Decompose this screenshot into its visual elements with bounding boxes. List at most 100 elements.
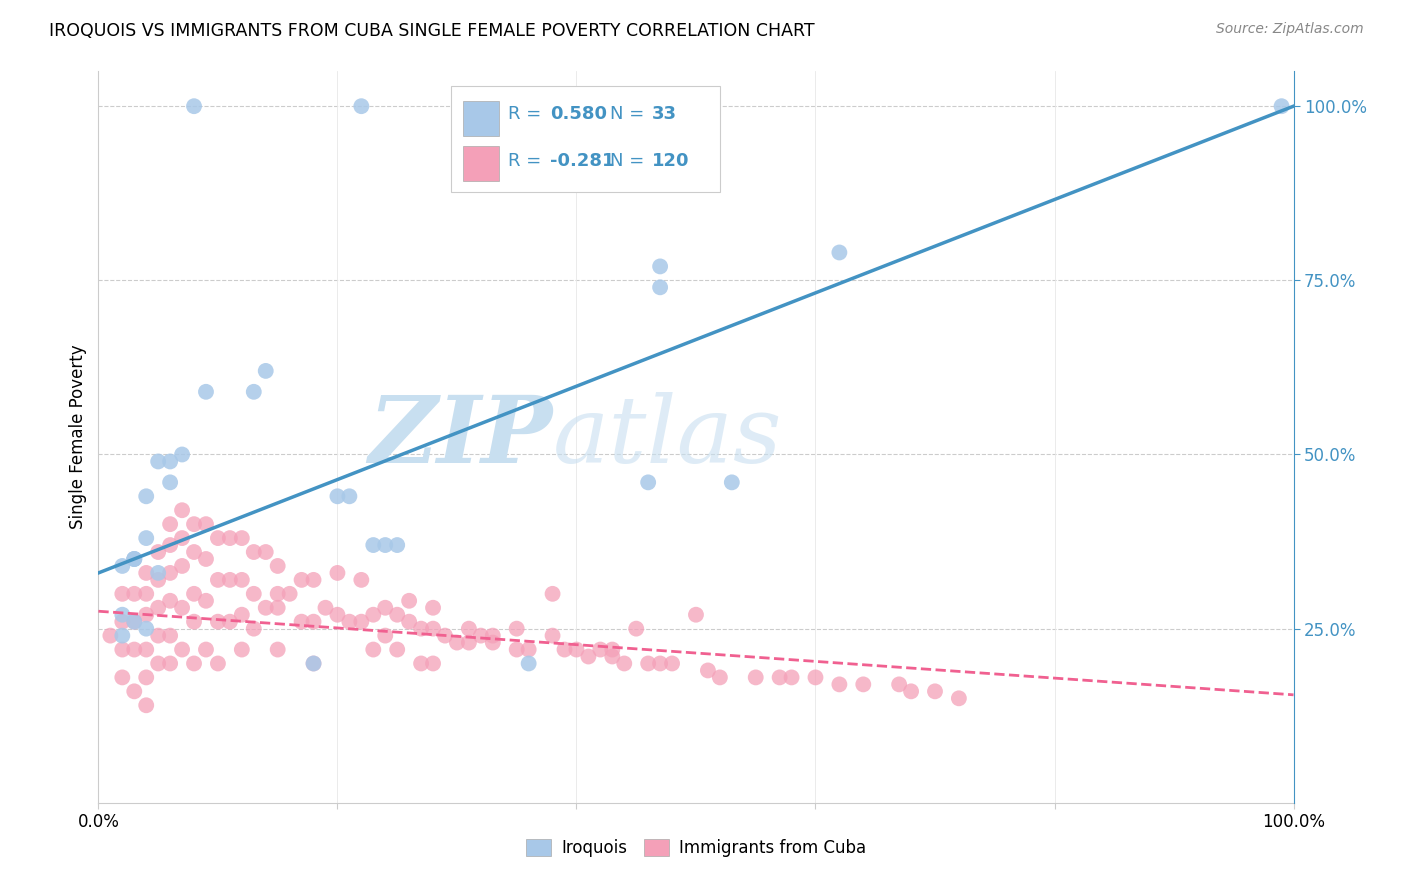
Text: N =: N = xyxy=(610,153,650,170)
Point xyxy=(183,657,205,671)
Point xyxy=(541,587,564,601)
Text: R =: R = xyxy=(509,105,547,123)
Point xyxy=(183,615,205,629)
Text: ZIP: ZIP xyxy=(368,392,553,482)
Point xyxy=(172,503,194,517)
Point xyxy=(243,384,266,399)
Text: 0.580: 0.580 xyxy=(550,105,607,123)
Point xyxy=(602,642,624,657)
Point xyxy=(458,635,481,649)
Point xyxy=(231,607,253,622)
Point xyxy=(648,260,672,274)
Text: 33: 33 xyxy=(652,105,676,123)
Point xyxy=(148,657,170,671)
Point xyxy=(398,594,420,608)
Point xyxy=(517,642,540,657)
Point xyxy=(278,587,301,601)
FancyBboxPatch shape xyxy=(451,86,720,192)
Point xyxy=(398,615,420,629)
Point xyxy=(350,615,373,629)
Point xyxy=(565,642,588,657)
Point xyxy=(721,475,744,490)
Point xyxy=(111,629,134,643)
Point xyxy=(172,600,194,615)
Text: R =: R = xyxy=(509,153,547,170)
Point xyxy=(195,517,218,532)
Point xyxy=(135,607,157,622)
Point xyxy=(135,489,157,503)
Point xyxy=(135,622,157,636)
Point xyxy=(243,545,266,559)
Point xyxy=(363,607,385,622)
Point xyxy=(159,594,181,608)
Point xyxy=(172,642,194,657)
Text: 120: 120 xyxy=(652,153,689,170)
Point xyxy=(124,552,146,566)
Point xyxy=(374,538,396,552)
Point xyxy=(219,573,242,587)
Point xyxy=(148,600,170,615)
Point xyxy=(159,517,181,532)
Point xyxy=(195,642,218,657)
Point xyxy=(339,615,361,629)
Point xyxy=(648,280,672,294)
Point xyxy=(446,635,468,649)
Point xyxy=(411,657,433,671)
Point xyxy=(243,587,266,601)
Point xyxy=(172,558,194,573)
Point xyxy=(578,649,600,664)
Point xyxy=(148,566,170,580)
Point xyxy=(626,622,648,636)
Point xyxy=(159,475,181,490)
Point xyxy=(124,615,146,629)
Point xyxy=(135,698,157,713)
Point xyxy=(458,622,481,636)
Point xyxy=(159,629,181,643)
Point xyxy=(254,600,277,615)
Legend: Iroquois, Immigrants from Cuba: Iroquois, Immigrants from Cuba xyxy=(519,832,873,864)
Text: -0.281: -0.281 xyxy=(550,153,614,170)
Point xyxy=(948,691,970,706)
Point xyxy=(374,629,396,643)
Point xyxy=(148,573,170,587)
Point xyxy=(124,587,146,601)
Point xyxy=(315,600,337,615)
Point xyxy=(219,531,242,545)
Point xyxy=(183,99,205,113)
Point xyxy=(159,566,181,580)
Point xyxy=(363,642,385,657)
Point xyxy=(745,670,768,684)
Point xyxy=(434,629,457,643)
Point xyxy=(207,657,229,671)
Point xyxy=(648,657,672,671)
Point xyxy=(231,531,253,545)
Point xyxy=(291,615,314,629)
Point xyxy=(697,664,720,678)
Point xyxy=(302,615,325,629)
Point xyxy=(385,642,409,657)
Point xyxy=(326,607,349,622)
Point xyxy=(363,538,385,552)
Point xyxy=(195,594,218,608)
Point xyxy=(135,566,157,580)
Point xyxy=(554,642,576,657)
Point xyxy=(267,642,290,657)
Point xyxy=(111,558,134,573)
Point xyxy=(124,642,146,657)
Point xyxy=(589,642,612,657)
Point xyxy=(135,531,157,545)
Point xyxy=(254,545,277,559)
Point xyxy=(852,677,875,691)
Point xyxy=(302,657,325,671)
Point xyxy=(219,615,242,629)
Point xyxy=(924,684,946,698)
Point xyxy=(135,670,157,684)
Point xyxy=(374,600,396,615)
Point xyxy=(422,600,444,615)
Point xyxy=(111,615,134,629)
Point xyxy=(1271,99,1294,113)
Point xyxy=(254,364,277,378)
Point xyxy=(385,607,409,622)
Point xyxy=(172,448,194,462)
Point xyxy=(339,489,361,503)
